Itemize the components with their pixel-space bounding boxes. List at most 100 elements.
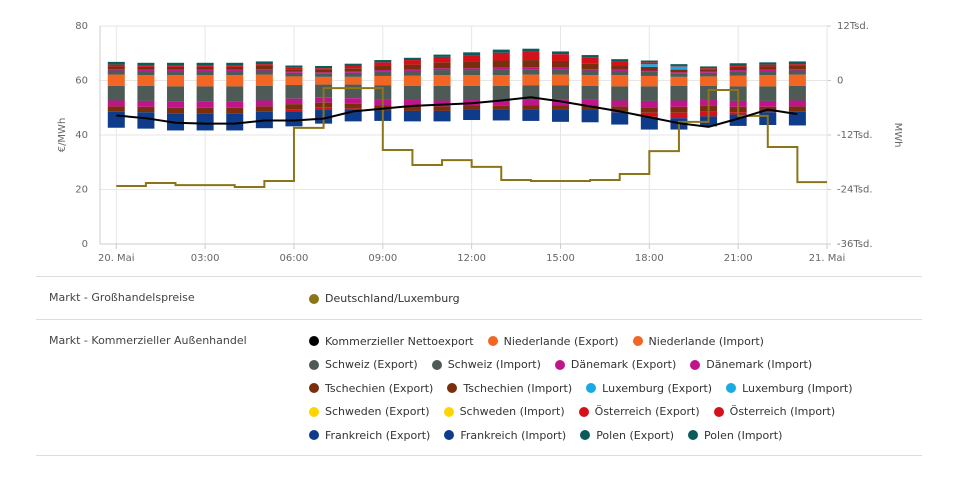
bar-segment (433, 110, 451, 122)
bar-segment (255, 65, 273, 70)
bar-segment (285, 109, 303, 112)
legend-item[interactable]: Polen (Export) (580, 424, 674, 448)
bar-segment (729, 63, 747, 66)
bar-segment (403, 64, 421, 70)
bar-segment (285, 98, 303, 105)
legend-label: Luxemburg (Import) (742, 381, 853, 395)
x-tick-label: 21. Mai (809, 253, 846, 264)
bar-segment (196, 101, 214, 108)
legend-item[interactable]: Schweiz (Export) (309, 353, 418, 377)
x-tick-label: 06:00 (280, 253, 309, 264)
bar-segment (788, 64, 806, 66)
legend-item[interactable]: Schweden (Import) (443, 400, 565, 424)
x-tick-label: 03:00 (191, 253, 220, 264)
bar-segment (344, 98, 362, 104)
legend-label: Niederlande (Export) (503, 334, 619, 348)
bar-segment (581, 80, 599, 86)
bar-segment (492, 105, 510, 110)
bar-segment (196, 107, 214, 114)
legend-item[interactable]: Niederlande (Import) (632, 330, 764, 354)
bar-segment (463, 105, 481, 110)
legend-item[interactable]: Kommerzieller Nettoexport (309, 330, 474, 354)
bar-segment (759, 70, 777, 76)
legend-marker (690, 359, 701, 370)
bar-segment (700, 71, 718, 73)
legend-item[interactable]: Schweden (Export) (309, 400, 430, 424)
legend-item[interactable]: Frankreich (Import) (444, 424, 566, 448)
bar-segment (640, 62, 658, 65)
bar-segment (700, 72, 718, 77)
bar-segment (788, 74, 806, 81)
bar-segment (226, 80, 244, 87)
bar-segment (492, 69, 510, 76)
legend-item[interactable]: Luxemburg (Export) (586, 377, 712, 401)
legend-item[interactable]: Dänemark (Export) (554, 353, 677, 377)
bar-segment (137, 100, 155, 107)
bar-segment (611, 59, 629, 62)
bar-segment (315, 73, 333, 77)
legend-marker (309, 383, 319, 394)
bar-segment (759, 66, 777, 70)
legend-item[interactable]: Luxemburg (Import) (726, 377, 853, 401)
bar-segment (403, 110, 421, 122)
bar-segment (167, 75, 185, 81)
bar-segment (729, 71, 747, 76)
legend-item[interactable]: Tschechien (Import) (447, 377, 572, 401)
bar-segment (255, 70, 273, 75)
bar-segment (226, 70, 244, 76)
bar-segment (374, 62, 392, 66)
bar-segment (463, 52, 481, 56)
bar-segment (344, 72, 362, 77)
legend-group: Markt - Großhandelspreise Deutschland/Lux… (36, 276, 922, 319)
bar-segment (759, 80, 777, 87)
bar-segment (640, 66, 658, 71)
bar-segment (315, 65, 333, 69)
legend-label: Dänemark (Export) (570, 358, 677, 371)
bar-segment (226, 65, 244, 67)
legend-item[interactable]: Dänemark (Import) (690, 353, 812, 377)
bar-segment (374, 60, 392, 63)
bar-segment (137, 75, 155, 81)
y-tick-label: 80 (75, 21, 88, 32)
bar-segment (492, 60, 510, 68)
bar-segment (433, 106, 451, 111)
legend-item[interactable]: Polen (Import) (688, 424, 782, 448)
legend-item[interactable]: Schweiz (Import) (431, 353, 541, 377)
step-line (116, 87, 827, 189)
bar-segment (255, 106, 273, 112)
bar-segment (167, 107, 185, 114)
bar-segment (581, 57, 599, 64)
bar-segment (315, 72, 333, 74)
bar-segment (433, 85, 451, 101)
bar-segment (137, 85, 155, 101)
bar-segment (374, 70, 392, 72)
bar-segment (167, 80, 185, 87)
bar-segment (463, 85, 481, 101)
legend-label: Frankreich (Import) (460, 428, 567, 442)
bar-segment (759, 86, 777, 101)
bar-segment (759, 69, 777, 71)
legend-item[interactable]: Deutschland/Luxemburg (309, 287, 460, 311)
bar-segment (729, 66, 747, 71)
y2-tick-label: 12Tsd. (837, 21, 869, 32)
bar-segment (729, 70, 747, 72)
bar-segment (344, 108, 362, 111)
legend-item[interactable]: Österreich (Import) (713, 400, 835, 424)
bar-segment (700, 76, 718, 81)
legend-marker (309, 293, 319, 304)
legend-item[interactable]: Niederlande (Export) (487, 330, 619, 354)
bar-segment (788, 106, 806, 112)
y-tick-label: 60 (75, 76, 88, 87)
legend-item[interactable]: Österreich (Export) (578, 400, 700, 424)
legend-item[interactable]: Frankreich (Export) (309, 424, 430, 448)
bar-segment (315, 76, 333, 81)
bar-segment (285, 85, 303, 99)
bar-segment (167, 86, 185, 102)
bar-segment (167, 101, 185, 108)
bar-segment (670, 112, 688, 119)
bar-segment (611, 65, 629, 70)
bar-segment (611, 69, 629, 71)
bar-segment (640, 71, 658, 76)
legend-item[interactable]: Tschechien (Export) (309, 377, 433, 401)
legend-label: Frankreich (Export) (325, 428, 431, 442)
